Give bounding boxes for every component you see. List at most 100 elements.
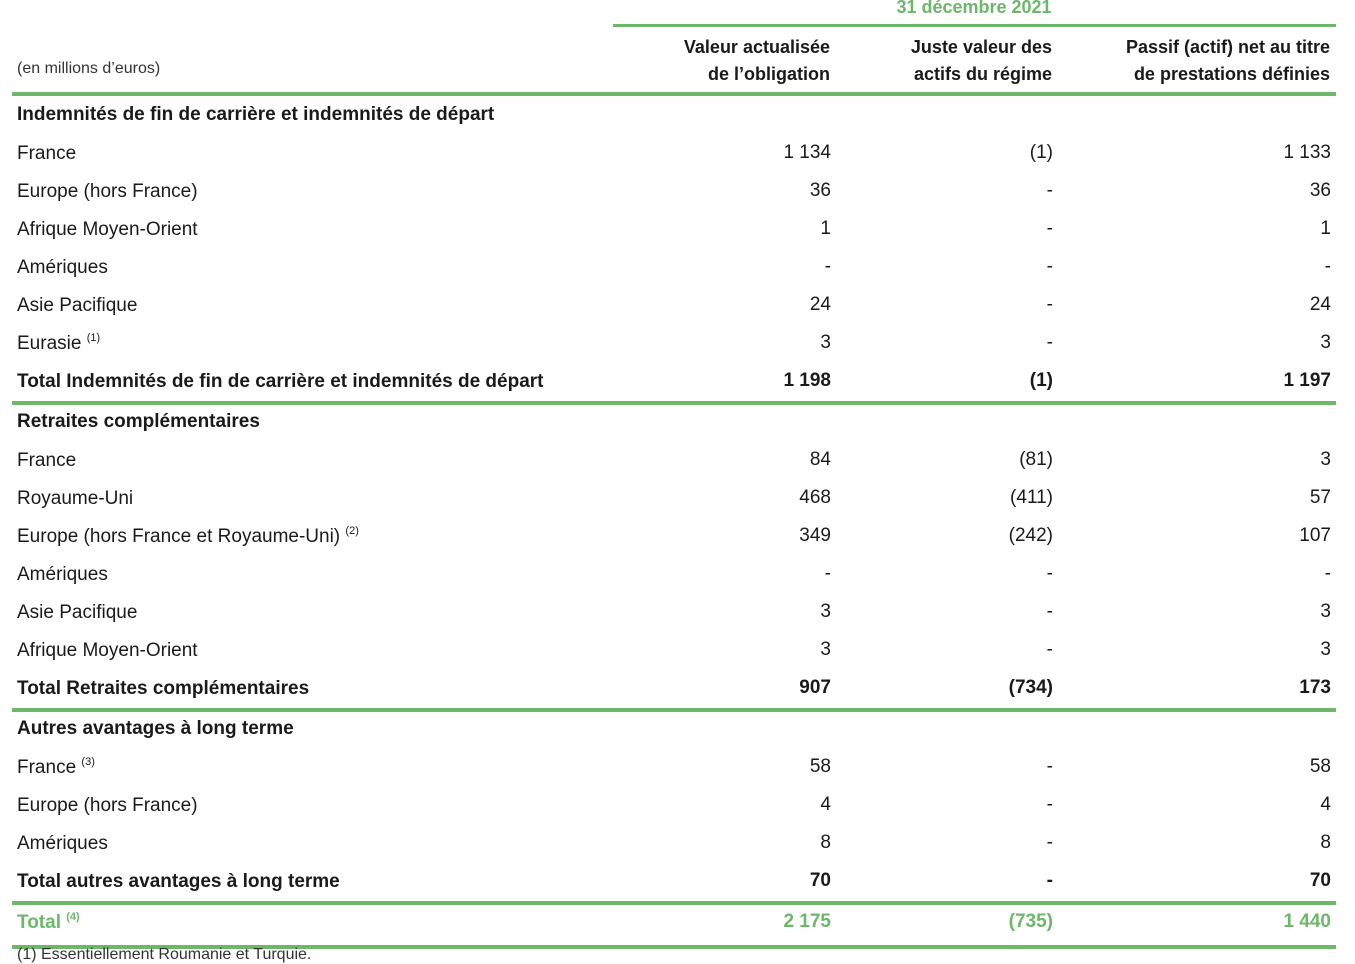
- footnote-ref: (1): [86, 332, 101, 344]
- cell-net-liability: 173: [1299, 677, 1331, 698]
- row-label: Asie Pacifique: [17, 294, 137, 317]
- col-header-obligation-line1: Valeur actualisée: [683, 37, 830, 57]
- cell-plan-assets: (242): [1008, 525, 1053, 546]
- col-header-obligation: Valeur actualisée de l’obligation: [684, 34, 830, 88]
- row-label: Afrique Moyen-Orient: [17, 218, 198, 241]
- section-title-row: Indemnités de fin de carrière et indemni…: [12, 96, 1336, 134]
- row-label: Total autres avantages à long terme: [17, 870, 340, 893]
- cell-obligation: 36: [809, 180, 831, 201]
- row-label: Europe (hors France): [17, 794, 198, 817]
- cell-obligation: 1 134: [783, 142, 831, 163]
- table-row: France 84 (81) 3: [12, 441, 1336, 479]
- row-label: Royaume-Uni: [17, 487, 133, 510]
- table-row: France (3) 58 - 58: [12, 748, 1336, 786]
- row-label-text: Afrique Moyen-Orient: [17, 219, 198, 240]
- row-label: Eurasie (1): [17, 332, 100, 355]
- row-label: Total (4): [17, 911, 80, 934]
- row-label-text: Total autres avantages à long terme: [17, 871, 340, 892]
- row-label-text: Total Indemnités de fin de carrière et i…: [17, 371, 544, 392]
- cell-obligation: 1: [820, 218, 831, 239]
- col-header-plan-assets-line2: actifs du régime: [913, 64, 1052, 84]
- table-row: Amériques - - -: [12, 248, 1336, 286]
- cell-net-liability: 1: [1320, 218, 1331, 239]
- grand-total-row: Total (4) 2 175 (735) 1 440: [12, 903, 1336, 941]
- cell-net-liability: -: [1324, 256, 1331, 277]
- row-label-text: Autres avantages à long terme: [17, 718, 294, 739]
- cell-net-liability: 57: [1309, 487, 1331, 508]
- cell-net-liability: 3: [1320, 601, 1331, 622]
- row-label-text: Amériques: [17, 257, 108, 278]
- cell-obligation: 3: [820, 601, 831, 622]
- cell-obligation: 3: [820, 639, 831, 660]
- table-row: France 1 134 (1) 1 133: [12, 134, 1336, 172]
- cell-obligation: 2 175: [783, 911, 831, 932]
- cell-net-liability: 4: [1320, 794, 1331, 815]
- cell-net-liability: 1 133: [1283, 142, 1331, 163]
- table-row: Asie Pacifique 24 - 24: [12, 286, 1336, 324]
- row-label-text: France: [17, 143, 77, 164]
- row-label: Amériques: [17, 256, 108, 279]
- row-label-text: Total Retraites complémentaires: [17, 678, 310, 699]
- cell-obligation: 70: [809, 870, 831, 891]
- col-header-plan-assets-line1: Juste valeur des: [910, 37, 1052, 57]
- cell-net-liability: 1 197: [1283, 370, 1331, 391]
- row-label: France: [17, 449, 76, 472]
- footnote: (1) Essentiellement Roumanie et Turquie.: [17, 946, 312, 963]
- row-label-text: France: [17, 450, 77, 471]
- cell-plan-assets: -: [1046, 180, 1053, 201]
- row-label-text: Europe (hors France): [17, 795, 198, 816]
- cell-obligation: 349: [799, 525, 831, 546]
- cell-obligation: 4: [820, 794, 831, 815]
- row-label-text: Afrique Moyen-Orient: [17, 640, 198, 661]
- footnote-ref: (3): [81, 756, 95, 768]
- table-row: Royaume-Uni 468 (411) 57: [12, 479, 1336, 517]
- col-header-obligation-line2: de l’obligation: [708, 64, 830, 84]
- table-row: Afrique Moyen-Orient 1 - 1: [12, 210, 1336, 248]
- cell-net-liability: 3: [1320, 332, 1331, 353]
- cell-obligation: -: [824, 256, 831, 277]
- section-title: Retraites complémentaires: [17, 411, 260, 433]
- cell-plan-assets: -: [1046, 294, 1053, 315]
- cell-obligation: 1 198: [783, 370, 831, 391]
- table-row: Europe (hors France) 4 - 4: [12, 786, 1336, 824]
- row-label: Amériques: [17, 832, 108, 855]
- row-label: France (3): [17, 756, 95, 779]
- section-title: Autres avantages à long terme: [17, 718, 294, 740]
- cell-obligation: 84: [809, 449, 831, 470]
- section-rule: [12, 901, 1336, 905]
- cell-net-liability: 24: [1309, 294, 1331, 315]
- cell-net-liability: 3: [1320, 639, 1331, 660]
- row-label-text: Europe (hors France): [17, 181, 198, 202]
- cell-obligation: 468: [799, 487, 831, 508]
- cell-net-liability: 70: [1309, 870, 1331, 891]
- total-row: Total autres avantages à long terme 70 - 7…: [12, 862, 1336, 900]
- col-header-plan-assets: Juste valeur des actifs du régime: [911, 34, 1052, 88]
- row-label-text: Europe (hors France et Royaume-Uni): [17, 526, 341, 547]
- cell-obligation: -: [824, 563, 831, 584]
- cell-obligation: 3: [820, 332, 831, 353]
- row-label-text: France: [17, 757, 77, 778]
- table-row: Amériques 8 - 8: [12, 824, 1336, 862]
- row-label-text: Indemnités de fin de carrière et indemni…: [17, 104, 495, 125]
- col-header-net-liability-line1: Passif (actif) net au titre: [1125, 37, 1330, 57]
- section-rule: [12, 401, 1336, 405]
- cell-net-liability: 36: [1309, 180, 1331, 201]
- cell-net-liability: 1 440: [1283, 911, 1331, 932]
- cell-net-liability: 3: [1320, 449, 1331, 470]
- section-rule: [12, 708, 1336, 712]
- row-label: Total Retraites complémentaires: [17, 677, 309, 700]
- cell-obligation: 907: [799, 677, 831, 698]
- cell-obligation: 24: [809, 294, 831, 315]
- row-label-text: Retraites complémentaires: [17, 411, 260, 432]
- cell-net-liability: 58: [1309, 756, 1331, 777]
- section-title-row: Autres avantages à long terme: [12, 710, 1336, 748]
- row-label: Amériques: [17, 563, 108, 586]
- period-rule: [613, 24, 1336, 27]
- table-row: Amériques - - -: [12, 555, 1336, 593]
- section-rule: [12, 945, 1336, 949]
- col-header-net-liability-line2: de prestations définies: [1133, 64, 1330, 84]
- row-label: Asie Pacifique: [17, 601, 137, 624]
- cell-plan-assets: -: [1046, 332, 1053, 353]
- row-label: Europe (hors France): [17, 180, 198, 203]
- cell-plan-assets: -: [1046, 870, 1053, 891]
